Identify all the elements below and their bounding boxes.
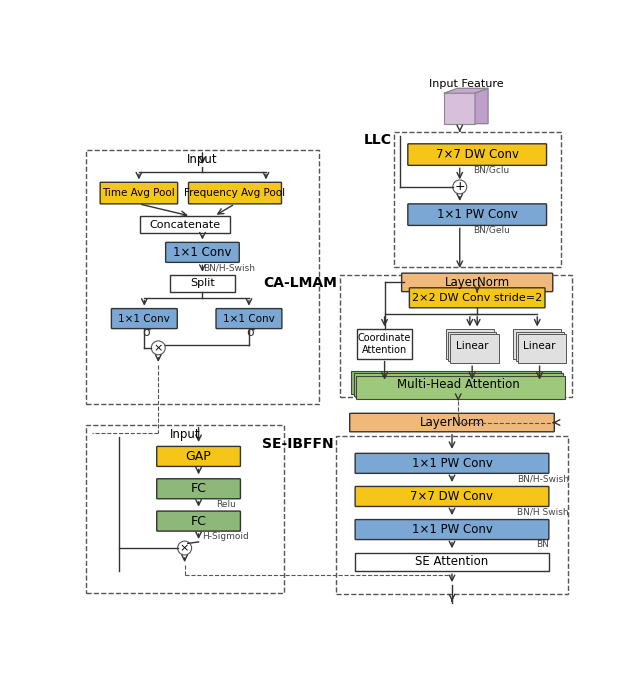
Text: SE Attention: SE Attention: [415, 556, 488, 569]
Text: 1×1 PW Conv: 1×1 PW Conv: [412, 523, 492, 536]
FancyBboxPatch shape: [189, 182, 282, 204]
Text: 1×1 PW Conv: 1×1 PW Conv: [412, 457, 492, 470]
Bar: [358, 329, 412, 359]
Text: Input: Input: [187, 153, 218, 166]
Polygon shape: [444, 88, 488, 93]
Text: BN/H-Swish: BN/H-Swish: [516, 474, 569, 483]
Text: Linear: Linear: [456, 341, 488, 351]
Text: LayerNorm: LayerNorm: [419, 416, 484, 429]
Bar: [86, 425, 284, 593]
Text: Input: Input: [170, 428, 200, 441]
Polygon shape: [475, 88, 488, 123]
Bar: [340, 275, 572, 397]
FancyBboxPatch shape: [157, 511, 241, 531]
Bar: [516, 332, 564, 361]
FancyBboxPatch shape: [349, 413, 554, 432]
FancyBboxPatch shape: [157, 479, 241, 499]
FancyBboxPatch shape: [100, 182, 178, 204]
Bar: [513, 329, 561, 359]
Bar: [355, 553, 549, 571]
Bar: [353, 373, 563, 397]
Text: LLC: LLC: [364, 133, 392, 147]
Text: 7×7 DW Conv: 7×7 DW Conv: [410, 490, 493, 503]
Text: Time Avg Pool: Time Avg Pool: [102, 188, 175, 198]
Bar: [170, 275, 236, 292]
Bar: [86, 150, 319, 404]
FancyBboxPatch shape: [408, 204, 547, 225]
Text: BN/Gelu: BN/Gelu: [473, 225, 509, 234]
Text: 7×7 DW Conv: 7×7 DW Conv: [436, 148, 518, 161]
Text: 1×1 PW Conv: 1×1 PW Conv: [436, 208, 518, 221]
Text: +: +: [454, 180, 465, 193]
FancyBboxPatch shape: [355, 453, 549, 473]
Text: σ: σ: [246, 326, 255, 339]
Text: σ: σ: [142, 326, 150, 339]
Text: BN/Gclu: BN/Gclu: [473, 166, 509, 175]
Text: BN/H-Swish: BN/H-Swish: [204, 263, 255, 272]
Text: 1×1 Conv: 1×1 Conv: [223, 314, 275, 323]
Bar: [518, 334, 566, 363]
Bar: [394, 132, 561, 267]
Text: GAP: GAP: [186, 450, 211, 463]
Bar: [336, 436, 568, 595]
FancyBboxPatch shape: [166, 242, 239, 262]
FancyBboxPatch shape: [111, 308, 177, 329]
Text: Coordinate
Attention: Coordinate Attention: [358, 333, 412, 355]
Text: BN/H Swish: BN/H Swish: [517, 508, 568, 516]
Text: 1×1 Conv: 1×1 Conv: [173, 246, 232, 259]
FancyBboxPatch shape: [410, 288, 545, 308]
FancyBboxPatch shape: [408, 144, 547, 165]
Text: SE-IBFFN: SE-IBFFN: [262, 437, 333, 451]
Text: 1×1 Conv: 1×1 Conv: [118, 314, 170, 323]
Text: Split: Split: [190, 278, 215, 288]
Bar: [446, 329, 494, 359]
FancyBboxPatch shape: [355, 486, 549, 506]
Bar: [448, 332, 496, 361]
Text: Linear: Linear: [524, 341, 556, 351]
Text: Multi-Head Attention: Multi-Head Attention: [397, 378, 520, 391]
FancyBboxPatch shape: [402, 273, 553, 292]
FancyBboxPatch shape: [216, 308, 282, 329]
Bar: [444, 93, 475, 123]
Text: BN: BN: [536, 540, 549, 549]
Text: CA-LMAM: CA-LMAM: [264, 276, 337, 290]
FancyBboxPatch shape: [157, 447, 241, 466]
Bar: [140, 216, 230, 233]
Text: Relu: Relu: [216, 499, 236, 509]
Text: ×: ×: [180, 543, 189, 553]
Text: Concatenate: Concatenate: [150, 220, 221, 229]
Bar: [451, 334, 499, 363]
Text: H-Sigmoid: H-Sigmoid: [202, 532, 249, 541]
FancyBboxPatch shape: [355, 519, 549, 540]
Text: 2×2 DW Conv stride=2: 2×2 DW Conv stride=2: [412, 292, 542, 303]
Bar: [356, 375, 565, 399]
Text: LayerNorm: LayerNorm: [445, 276, 509, 289]
Text: Input Feature: Input Feature: [429, 79, 503, 89]
Text: Frequency Avg Pool: Frequency Avg Pool: [184, 188, 285, 198]
Text: ×: ×: [154, 343, 163, 353]
Text: FC: FC: [191, 482, 207, 495]
Bar: [351, 371, 561, 394]
Text: FC: FC: [191, 514, 207, 527]
